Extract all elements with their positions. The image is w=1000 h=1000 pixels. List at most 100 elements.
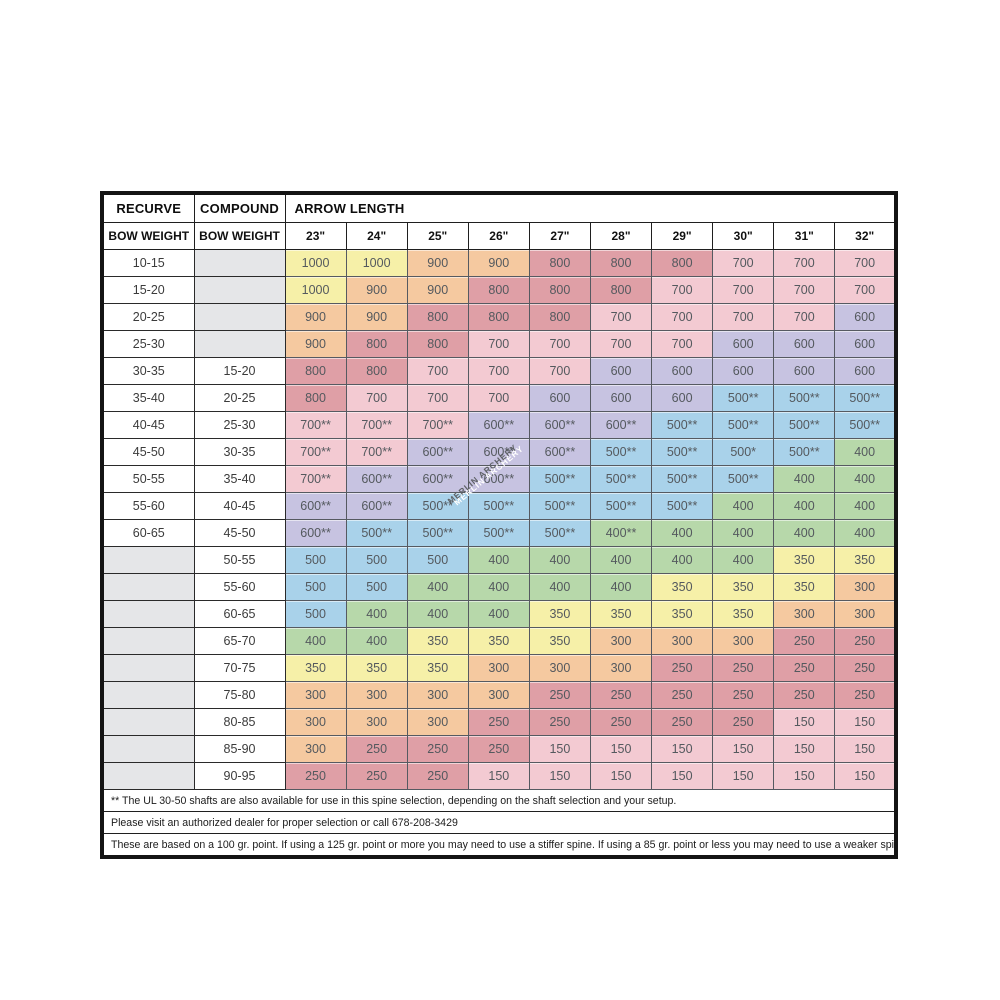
spine-value-cell: 150 <box>589 735 653 763</box>
spine-value-cell: 350 <box>528 600 591 628</box>
table-row: 50-55 35-40 700** 600** 600** 600** 500** 500**… <box>101 465 897 493</box>
spine-value-cell: 700 <box>528 330 591 358</box>
spine-value-cell: 250 <box>651 708 714 736</box>
recurve-weight-cell: 30-35 <box>101 357 195 385</box>
spine-value-cell: 250 <box>528 708 591 736</box>
spine-value-cell: 500** <box>406 519 469 547</box>
table-row: 15-20 1000 900 900 800 800 800 700 700 700 700 <box>101 276 897 304</box>
recurve-weight-cell <box>101 654 195 682</box>
spine-value-cell: 300 <box>589 627 653 655</box>
spine-value-cell: 600** <box>406 465 469 493</box>
table-row: 85-90 300 250 250 250 150 150 150 150 150 150 <box>101 735 897 763</box>
compound-weight-cell <box>193 249 286 277</box>
arrow-length-28-header: 28" <box>589 222 653 250</box>
spine-value-cell: 800 <box>467 276 530 304</box>
spine-value-cell: 250 <box>773 681 836 709</box>
spine-value-cell: 300 <box>345 681 408 709</box>
compound-weight-cell <box>193 303 286 331</box>
spine-value-cell: 500 <box>406 546 469 574</box>
spine-value-cell: 500** <box>528 519 591 547</box>
spine-value-cell: 250 <box>345 762 408 790</box>
spine-value-cell: 800 <box>528 249 591 277</box>
spine-value-cell: 900 <box>345 303 408 331</box>
spine-value-cell: 500** <box>528 465 591 493</box>
spine-value-cell: 150 <box>834 735 897 763</box>
spine-value-cell: 900 <box>467 249 530 277</box>
spine-value-cell: 800 <box>284 384 347 412</box>
compound-weight-cell <box>193 276 286 304</box>
spine-value-cell: 500** <box>834 384 897 412</box>
spine-value-cell: 250 <box>406 735 469 763</box>
spine-value-cell: 150 <box>712 762 775 790</box>
spine-value-cell: 800 <box>284 357 347 385</box>
table-row: 60-65 500 400 400 400 350 350 350 350 300 300 <box>101 600 897 628</box>
spine-value-cell: 150 <box>773 735 836 763</box>
spine-value-cell: 350 <box>589 600 653 628</box>
table-row: 10-15 1000 1000 900 900 800 800 800 700 700 700 <box>101 249 897 277</box>
spine-value-cell: 400 <box>528 546 591 574</box>
spine-value-cell: 600** <box>284 492 347 520</box>
spine-value-cell: 400 <box>834 492 897 520</box>
spine-value-cell: 500** <box>773 438 836 466</box>
spine-value-cell: 700 <box>712 276 775 304</box>
arrow-length-25-header: 25" <box>406 222 469 250</box>
table-row: 75-80 300 300 300 300 250 250 250 250 250 250 <box>101 681 897 709</box>
spine-value-cell: 600 <box>712 357 775 385</box>
spine-value-cell: 700 <box>651 276 714 304</box>
spine-value-cell: 700 <box>406 384 469 412</box>
spine-value-cell: 350 <box>712 573 775 601</box>
spine-value-cell: 700 <box>773 303 836 331</box>
compound-weight-cell: 75-80 <box>193 681 286 709</box>
recurve-weight-cell <box>101 546 195 574</box>
spine-value-cell: 250 <box>834 654 897 682</box>
spine-value-cell: 600 <box>834 330 897 358</box>
spine-value-cell: 350 <box>773 573 836 601</box>
spine-value-cell: 600 <box>651 357 714 385</box>
spine-value-cell: 700 <box>834 249 897 277</box>
spine-value-cell: 500** <box>712 384 775 412</box>
spine-value-cell: 600 <box>651 384 714 412</box>
spine-value-cell: 400 <box>345 600 408 628</box>
spine-value-cell: 300 <box>834 600 897 628</box>
spine-value-cell: 700** <box>284 465 347 493</box>
recurve-bow-weight-header: BOW WEIGHT <box>101 222 195 250</box>
spine-value-cell: 500** <box>773 384 836 412</box>
spine-value-cell: 500** <box>651 438 714 466</box>
recurve-weight-cell <box>101 600 195 628</box>
spine-value-cell: 300 <box>712 627 775 655</box>
spine-value-cell: 600 <box>834 357 897 385</box>
compound-weight-cell: 30-35 <box>193 438 286 466</box>
footnote-ul-shafts: ** The UL 30-50 shafts are also availabl… <box>101 789 897 812</box>
recurve-weight-cell: 50-55 <box>101 465 195 493</box>
spine-value-cell: 300 <box>773 600 836 628</box>
spine-value-cell: 400 <box>712 519 775 547</box>
spine-value-cell: 800 <box>467 303 530 331</box>
table-footer: ** The UL 30-50 shafts are also availabl… <box>101 789 897 858</box>
spine-value-cell: 400** <box>589 519 653 547</box>
spine-value-cell: 500** <box>773 411 836 439</box>
spine-value-cell: 300 <box>406 708 469 736</box>
spine-value-cell: 300 <box>284 708 347 736</box>
spine-value-cell: 700** <box>345 411 408 439</box>
spine-value-cell: 800 <box>406 303 469 331</box>
spine-value-cell: 500** <box>834 411 897 439</box>
spine-value-cell: 600** <box>467 438 530 466</box>
spine-value-cell: 400 <box>773 492 836 520</box>
table-row: 65-70 400 400 350 350 350 300 300 300 250 250 <box>101 627 897 655</box>
spine-value-cell: 400 <box>834 519 897 547</box>
spine-value-cell: 400 <box>406 573 469 601</box>
footnote-row: These are based on a 100 gr. point. If u… <box>101 833 897 858</box>
spine-value-cell: 400 <box>406 600 469 628</box>
spine-value-cell: 400 <box>773 465 836 493</box>
spine-value-cell: 700 <box>589 303 653 331</box>
spine-value-cell: 500** <box>651 411 714 439</box>
spine-value-cell: 800 <box>528 276 591 304</box>
spine-value-cell: 600 <box>528 384 591 412</box>
spine-value-cell: 500** <box>406 492 469 520</box>
spine-value-cell: 700 <box>345 384 408 412</box>
table-row: 55-60 40-45 600** 600** 500** 500** 500** 500**… <box>101 492 897 520</box>
spine-value-cell: 500** <box>651 465 714 493</box>
compound-weight-cell: 60-65 <box>193 600 286 628</box>
spine-value-cell: 700** <box>284 411 347 439</box>
footnote-row: ** The UL 30-50 shafts are also availabl… <box>101 789 897 812</box>
